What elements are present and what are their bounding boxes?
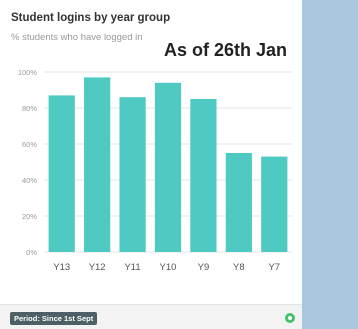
chart-card: Student logins by year group % students … [0, 0, 302, 329]
bar-y7[interactable] [261, 156, 288, 252]
x-tick-label: Y11 [124, 262, 140, 273]
bar-y9[interactable] [190, 99, 217, 252]
chart-title: Student logins by year group [11, 12, 171, 24]
bar-y11[interactable] [119, 97, 146, 252]
bar-y10[interactable] [154, 82, 182, 252]
bar-y13[interactable] [48, 95, 75, 253]
y-tick-label: 20% [22, 212, 37, 221]
bar-chart: 0% 20% 40% 60% 80% 100% Y13 Y12 Y11 Y10 Y9 Y8 Y7 [18, 68, 292, 273]
bar-y8[interactable] [225, 153, 252, 252]
period-badge[interactable]: Period: Since 1st Sept [10, 312, 98, 325]
y-tick-label: 40% [22, 176, 37, 185]
card-footer: Period: Since 1st Sept [0, 304, 302, 329]
status-dot-icon[interactable] [285, 313, 295, 323]
as-of-date-note: As of 26th Jan [164, 40, 288, 60]
x-tick-label: Y13 [53, 262, 70, 273]
y-tick-label: 60% [22, 140, 37, 149]
bar-y12[interactable] [84, 77, 111, 253]
x-tick-label: Y9 [198, 262, 210, 273]
y-tick-label: 0% [26, 248, 37, 257]
y-tick-label: 80% [22, 104, 37, 113]
x-tick-label: Y7 [268, 262, 280, 273]
x-tick-label: Y10 [160, 262, 177, 273]
chart-subtitle: % students who have logged in [11, 32, 143, 43]
y-tick-label: 100% [18, 68, 38, 77]
x-tick-label: Y8 [233, 262, 245, 273]
x-tick-label: Y12 [89, 262, 106, 273]
